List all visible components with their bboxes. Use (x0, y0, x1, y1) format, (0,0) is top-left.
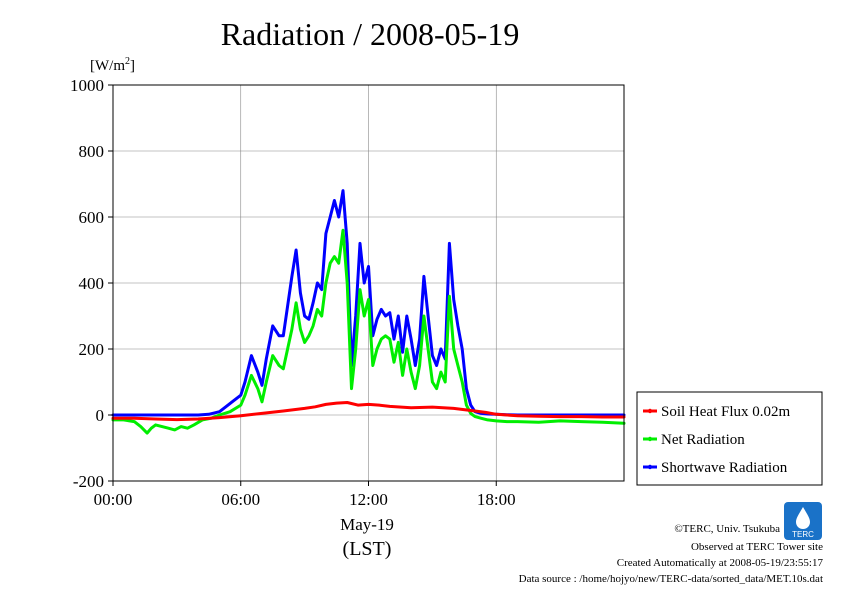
legend: Soil Heat Flux 0.02m Net Radiation Shortwa… (636, 391, 823, 486)
legend-label: Soil Heat Flux 0.02m (661, 404, 791, 420)
logo-drop-icon (796, 507, 810, 529)
series-lines (111, 189, 626, 435)
legend-label: Net Radiation (661, 432, 745, 448)
legend-box (636, 391, 823, 486)
terc-logo: TERC (784, 502, 822, 540)
x-tick-label: 00:00 (94, 490, 133, 509)
x-axis-ticks: 00:00 06:00 12:00 18:00 (94, 481, 516, 509)
legend-marker (647, 436, 653, 442)
y-axis-ticks: -200 0 200 400 600 800 1000 (70, 76, 113, 491)
x-axis-sublabel: (LST) (343, 538, 392, 560)
x-tick-label: 18:00 (477, 490, 516, 509)
y-tick-label: 600 (79, 208, 105, 227)
footer-observed: Observed at TERC Tower site (691, 541, 823, 553)
series-line-2 (111, 189, 626, 417)
y-tick-label: -200 (73, 472, 104, 491)
y-tick-label: 400 (79, 274, 105, 293)
logo-text: TERC (792, 530, 814, 539)
legend-marker (647, 464, 653, 470)
series-line-0 (111, 401, 626, 422)
x-tick-label: 06:00 (221, 490, 260, 509)
chart-title: Radiation / 2008-05-19 (221, 16, 520, 52)
x-axis-label: May-19 (340, 515, 394, 534)
y-axis-unit-superscript: 2 (125, 56, 130, 67)
footer-copyright: ©TERC, Univ. Tsukuba (674, 523, 780, 535)
y-tick-label: 800 (79, 142, 105, 161)
x-tick-label: 12:00 (349, 490, 388, 509)
y-axis-unit: [W/m2] (90, 56, 135, 74)
legend-label: Shortwave Radiation (661, 460, 788, 476)
y-axis-unit-close: ] (130, 58, 135, 74)
legend-marker (647, 408, 653, 414)
y-axis-unit-main: [W/m (90, 58, 125, 74)
footer-source: Data source : /home/hojyo/new/TERC-data/… (519, 573, 823, 585)
y-tick-label: 200 (79, 340, 105, 359)
y-tick-label: 0 (96, 406, 105, 425)
y-tick-label: 1000 (70, 76, 104, 95)
footer-created: Created Automatically at 2008-05-19/23:5… (617, 557, 824, 569)
